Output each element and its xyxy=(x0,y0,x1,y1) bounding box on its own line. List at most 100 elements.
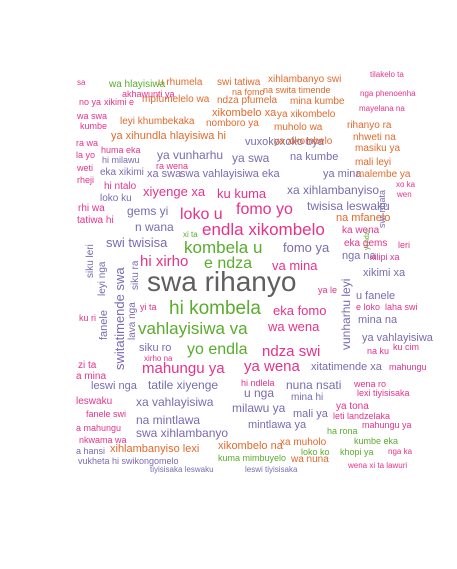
cloud-word: xo ka xyxy=(396,180,416,189)
cloud-word: eka xikimi xyxy=(100,167,144,178)
cloud-word: xa swa xyxy=(147,168,182,180)
cloud-word: na mintlawa xyxy=(136,413,201,427)
cloud-word: leswaku xyxy=(76,396,113,407)
cloud-word: ya swa xyxy=(232,151,270,165)
cloud-word: ra wa xyxy=(76,138,99,148)
cloud-word: fomo ya xyxy=(283,240,330,255)
cloud-word: ha rona xyxy=(327,426,358,436)
cloud-word: tatiwa hi xyxy=(77,215,114,226)
cloud-word: loko ko xyxy=(301,447,330,457)
cloud-word: muholo wa xyxy=(274,122,323,133)
cloud-word: ku ri xyxy=(79,313,97,323)
cloud-word: ku cim xyxy=(393,342,420,352)
cloud-word: mayelana na xyxy=(359,104,405,113)
cloud-word: siku leri xyxy=(85,244,96,278)
cloud-word: twisisa leswaku xyxy=(307,199,390,213)
cloud-word: nhweti na xyxy=(353,132,396,143)
cloud-word: kuma mimbuyelo xyxy=(218,453,287,463)
cloud-word: nga na xyxy=(342,250,376,262)
cloud-word: huma eka xyxy=(101,145,141,155)
cloud-word: masiku ya xyxy=(355,143,401,154)
cloud-word: milawu ya xyxy=(232,401,286,415)
cloud-word: leyi khumbekaka xyxy=(120,116,195,127)
cloud-word: mahungu ya xyxy=(142,360,225,377)
cloud-word: wa wena xyxy=(268,319,320,334)
cloud-word: e loko xyxy=(356,302,381,312)
cloud-word: va mina xyxy=(272,258,318,273)
cloud-word: no ya xyxy=(79,97,102,107)
cloud-word: mina hi xyxy=(291,392,324,403)
cloud-word: swi ngata xyxy=(377,189,387,228)
cloud-word: wa hlayisiwa xyxy=(109,79,166,90)
cloud-word: tiyisisaka leswaku xyxy=(150,465,214,474)
cloud-word: vahlayisiwa va xyxy=(138,319,248,338)
cloud-word: hi xirho xyxy=(140,253,189,270)
cloud-word: mintlawa ya xyxy=(248,419,307,431)
cloud-word: yi ndzi xyxy=(364,230,371,250)
cloud-word: u rhumela xyxy=(158,77,203,88)
cloud-word: ya xihundla hlayisiwa hi xyxy=(111,130,226,142)
cloud-word: n wana xyxy=(135,220,174,234)
cloud-word: endla xikombelo xyxy=(202,220,325,239)
cloud-word: hi ntalo xyxy=(104,181,137,192)
cloud-word: xikombelo xa xyxy=(212,107,277,119)
cloud-word: rihanyo ra xyxy=(347,120,392,131)
cloud-word: lava nga xyxy=(127,302,138,340)
cloud-word: leswi tiyisisaka xyxy=(245,465,298,474)
cloud-word: la yo xyxy=(76,150,96,160)
cloud-word: hi milawu xyxy=(102,155,140,165)
cloud-word: nkwama wa xyxy=(79,435,127,445)
cloud-word: lexi tiyisisaka xyxy=(357,388,410,398)
cloud-word: xirho na xyxy=(144,354,173,363)
cloud-word: xihlambanyiso lexi xyxy=(110,443,200,455)
cloud-word: mahungu ya xyxy=(362,420,412,430)
cloud-word: tilakelo ta xyxy=(370,70,404,79)
cloud-word: a mina xyxy=(76,371,107,382)
cloud-word: kumbe xyxy=(80,121,108,131)
cloud-word: xihlambanyo swi xyxy=(268,74,342,85)
cloud-word: siku ra xyxy=(130,260,141,290)
cloud-word: ya vahlayisiwa xyxy=(362,332,433,344)
cloud-word: malembe ya xyxy=(356,169,411,180)
cloud-word: e ndza xyxy=(204,255,253,272)
cloud-word: nga ka xyxy=(388,447,413,456)
cloud-word: ndza swi xyxy=(262,343,321,360)
cloud-word: mali ya xyxy=(293,408,328,420)
cloud-word: loko u xyxy=(180,206,223,223)
cloud-word: fomo yo xyxy=(236,201,293,218)
cloud-word: rhi wa xyxy=(78,203,105,214)
cloud-word: xa xihlambanyiso xyxy=(287,183,380,197)
cloud-word: kumbe eka xyxy=(354,436,399,446)
cloud-word: xikombelo na xyxy=(218,440,283,452)
cloud-word: u fanele xyxy=(356,290,396,302)
cloud-word: sa xyxy=(77,78,86,87)
cloud-word: vunharhu leyi xyxy=(339,278,353,350)
cloud-word: na ku xyxy=(367,346,390,356)
cloud-word: ra wena xyxy=(156,161,189,171)
cloud-word: akhawunti ya xyxy=(122,89,175,99)
cloud-word: zi ta xyxy=(78,360,97,371)
cloud-word: na fomo xyxy=(232,87,265,97)
cloud-word: ya xikombelo xyxy=(274,136,333,147)
cloud-word: mina kumbe xyxy=(290,96,345,107)
cloud-word: mina na xyxy=(358,314,398,326)
cloud-word: xikimi e xyxy=(104,97,135,107)
cloud-word: khopi ya xyxy=(340,447,374,457)
cloud-word: leyi nga xyxy=(97,261,108,296)
cloud-word: yo endla xyxy=(187,341,248,358)
cloud-word: wa swa xyxy=(77,111,108,121)
cloud-word: eka fomo xyxy=(273,303,327,318)
cloud-word: nga phenoenha xyxy=(360,89,416,98)
cloud-word: siku ro xyxy=(139,342,172,354)
cloud-word: mahungu xyxy=(389,362,427,372)
cloud-word: gems yi xyxy=(127,204,169,218)
cloud-word: xilipi xa xyxy=(370,252,400,262)
cloud-word: leri xyxy=(398,240,411,250)
cloud-word: nuna nsati xyxy=(286,378,342,392)
cloud-word: wena xi ta lawuri xyxy=(348,461,408,470)
cloud-word: xi ta xyxy=(183,230,198,239)
cloud-word: a mahungu xyxy=(76,423,122,433)
cloud-word: ya wena xyxy=(244,358,300,375)
cloud-word: swa xihlambanyo xyxy=(136,426,229,440)
